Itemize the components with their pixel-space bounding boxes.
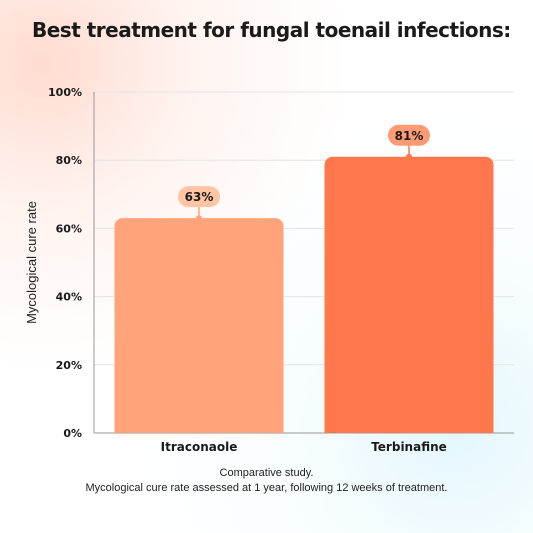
- y-axis-label: Mycological cure rate: [24, 201, 39, 324]
- callout-dot: [196, 215, 202, 222]
- footnote-line-1: Comparative study.: [219, 467, 314, 479]
- y-tick-label: 80%: [56, 154, 82, 167]
- y-tick-label: 20%: [56, 359, 82, 372]
- x-tick-label: Terbinafine: [371, 440, 447, 454]
- bars: 63% 81%: [114, 124, 494, 434]
- y-tick-labels: 0% 20% 40% 60% 80% 100%: [48, 86, 82, 440]
- y-tick-label: 0%: [63, 427, 82, 440]
- x-tick-label: Itraconaole: [161, 440, 238, 454]
- data-label-badge: [388, 124, 430, 146]
- bar-base: [324, 423, 494, 433]
- y-tick-label: 40%: [56, 291, 82, 304]
- data-label-badge: [178, 186, 220, 208]
- bar-chart: 0% 20% 40% 60% 80% 100% Mycological cure rate…: [24, 86, 514, 454]
- chart-title: Best treatment for fungal toenail infect…: [32, 18, 511, 42]
- footnote-line-2: Mycological cure rate assessed at 1 year…: [85, 482, 448, 494]
- bar: [114, 218, 284, 433]
- bar: [324, 156, 494, 434]
- bar-base: [114, 423, 284, 433]
- x-tick-labels: Itraconaole Terbinafine: [161, 440, 447, 454]
- callout-dot: [406, 153, 412, 160]
- footnote: Comparative study. Mycological cure rate…: [0, 466, 533, 496]
- y-tick-label: 60%: [56, 222, 82, 235]
- data-label: 63%: [185, 190, 214, 204]
- data-label: 81%: [395, 129, 424, 143]
- y-tick-label: 100%: [48, 86, 82, 99]
